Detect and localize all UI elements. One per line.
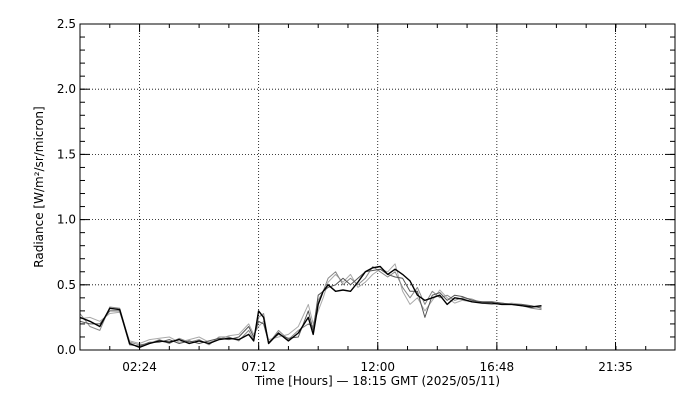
- y-tick-label: 0.5: [57, 278, 76, 292]
- y-tick-label: 1.0: [57, 213, 76, 227]
- x-tick-label: 16:48: [480, 360, 515, 374]
- series-line-4: [79, 263, 542, 344]
- series-line-2: [79, 268, 542, 347]
- y-tick-label: 1.5: [57, 147, 76, 161]
- x-tick-label: 12:00: [360, 360, 395, 374]
- y-axis-title: Radiance [W/m²/sr/micron]: [32, 106, 46, 267]
- x-axis-title: Time [Hours] — 18:15 GMT (2025/05/11): [254, 374, 500, 388]
- y-tick-label: 2.0: [57, 82, 76, 96]
- tick-labels: 02:24 07:12 12:00 16:48 21:35 0.0 0.5 1.0 1.5 2.0…: [57, 17, 633, 374]
- series-lines: [79, 263, 542, 349]
- series-line-1: [79, 265, 542, 349]
- x-tick-label: 02:24: [122, 360, 157, 374]
- x-tick-label: 21:35: [598, 360, 633, 374]
- axis-ticks: [79, 23, 675, 351]
- y-tick-label: 2.5: [57, 17, 76, 31]
- grid-lines: [80, 24, 675, 350]
- x-tick-label: 07:12: [241, 360, 276, 374]
- y-tick-label: 0.0: [57, 343, 76, 357]
